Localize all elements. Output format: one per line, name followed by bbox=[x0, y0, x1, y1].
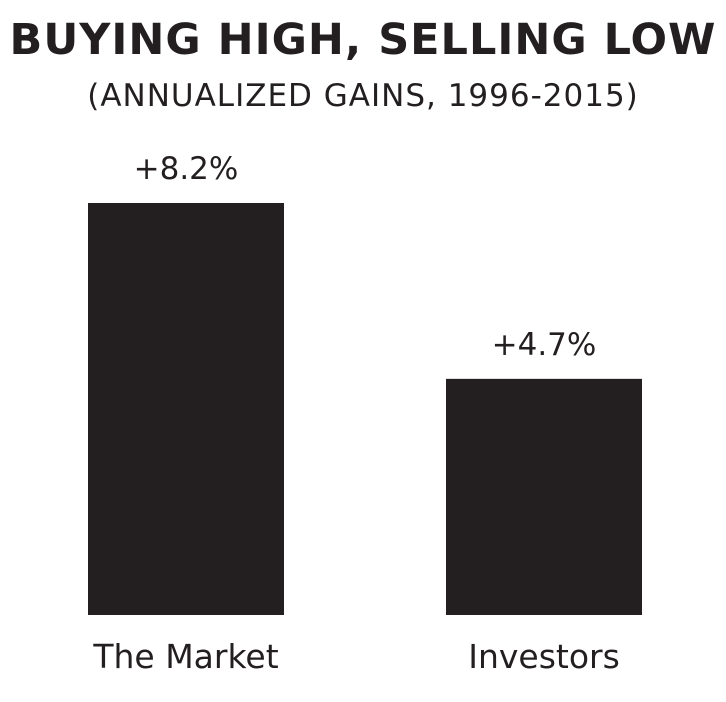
category-label-1: Investors bbox=[468, 637, 620, 676]
bar-1 bbox=[446, 378, 642, 615]
data-label-1: +4.7% bbox=[492, 327, 597, 363]
category-label-0: The Market bbox=[92, 637, 278, 676]
chart-title: BUYING HIGH, SELLING LOW bbox=[9, 15, 717, 65]
data-label-0: +8.2% bbox=[134, 151, 239, 187]
bar-0 bbox=[88, 203, 284, 615]
chart-subtitle: (ANNUALIZED GAINS, 1996-2015) bbox=[87, 78, 639, 114]
